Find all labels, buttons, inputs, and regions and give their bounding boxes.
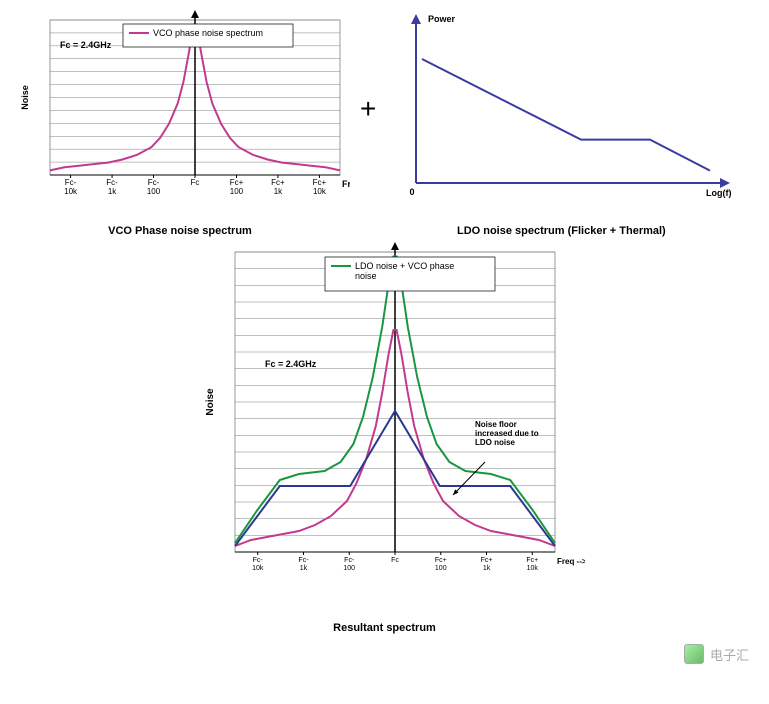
vco-caption: VCO Phase noise spectrum <box>10 225 350 237</box>
svg-text:LDO noise: LDO noise <box>475 438 516 447</box>
svg-text:100: 100 <box>434 565 446 572</box>
svg-text:100: 100 <box>230 187 244 196</box>
svg-text:Fc-: Fc- <box>148 178 160 187</box>
svg-text:Fc+: Fc+ <box>526 557 538 564</box>
svg-text:Fc+: Fc+ <box>434 557 446 564</box>
svg-text:Noise: Noise <box>205 388 216 416</box>
svg-text:VCO phase noise spectrum: VCO phase noise spectrum <box>153 28 263 38</box>
svg-text:1k: 1k <box>299 565 307 572</box>
svg-text:10k: 10k <box>526 565 538 572</box>
svg-text:Freq -->: Freq --> <box>557 557 585 566</box>
svg-text:Fc = 2.4GHz: Fc = 2.4GHz <box>265 359 317 369</box>
svg-text:Fc-: Fc- <box>65 178 77 187</box>
svg-text:Fc+: Fc+ <box>230 178 244 187</box>
svg-text:Fc = 2.4GHz: Fc = 2.4GHz <box>60 40 112 50</box>
watermark-text: 电子汇 <box>710 645 749 664</box>
vco-chart: Fc-10kFc-1kFc-100FcFc+100Fc+1kFc+10kFreq… <box>10 10 350 237</box>
svg-text:0: 0 <box>410 187 415 197</box>
svg-text:1k: 1k <box>274 187 283 196</box>
svg-text:Fc+: Fc+ <box>480 557 492 564</box>
ldo-caption: LDO noise spectrum (Flicker + Thermal) <box>386 225 736 237</box>
svg-text:Fc: Fc <box>391 557 399 564</box>
resultant-caption: Resultant spectrum <box>185 622 585 634</box>
svg-text:Fc-: Fc- <box>298 557 309 564</box>
svg-text:Fc+: Fc+ <box>271 178 285 187</box>
svg-text:Noise: Noise <box>20 85 30 110</box>
plus-symbol: + <box>354 93 382 155</box>
svg-text:Noise floor: Noise floor <box>475 420 517 429</box>
svg-text:1k: 1k <box>482 565 490 572</box>
svg-text:Log(f): Log(f) <box>706 188 731 198</box>
svg-text:Fc+: Fc+ <box>313 178 327 187</box>
ldo-chart: Power Log(f) 0 LDO noise spectrum (Flicker… <box>386 10 736 237</box>
svg-text:100: 100 <box>147 187 161 196</box>
svg-text:Fc: Fc <box>191 178 200 187</box>
svg-text:1k: 1k <box>108 187 117 196</box>
watermark: 电子汇 <box>684 644 749 664</box>
resultant-chart: Fc-10kFc-1kFc-100FcFc+100Fc+1kFc+10kFreq… <box>185 237 585 634</box>
svg-text:10k: 10k <box>252 565 264 572</box>
svg-text:increased due to: increased due to <box>475 429 539 438</box>
svg-text:10k: 10k <box>64 187 78 196</box>
svg-text:Fc-: Fc- <box>344 557 355 564</box>
watermark-icon <box>684 644 704 664</box>
svg-text:Power: Power <box>428 14 456 24</box>
svg-text:Freq -->: Freq --> <box>342 179 350 189</box>
svg-text:noise: noise <box>355 271 377 281</box>
svg-text:Fc-: Fc- <box>252 557 263 564</box>
svg-text:Fc-: Fc- <box>106 178 118 187</box>
svg-text:LDO noise + VCO phase: LDO noise + VCO phase <box>355 261 454 271</box>
svg-text:10k: 10k <box>313 187 327 196</box>
svg-text:100: 100 <box>343 565 355 572</box>
